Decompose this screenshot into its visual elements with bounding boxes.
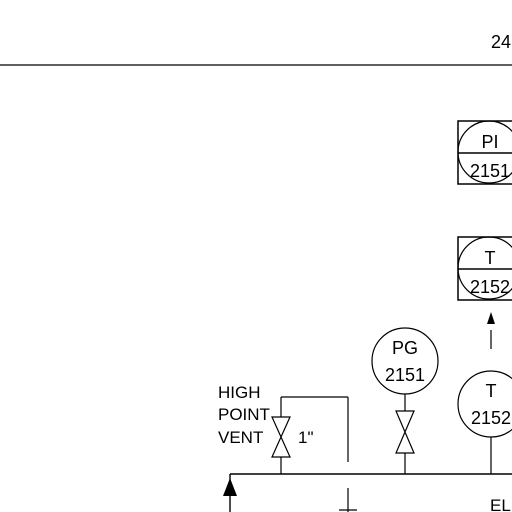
vent-label-line1: HIGH: [218, 383, 261, 402]
instrument-number: 2152: [471, 408, 511, 428]
vent-label-line2: POINT: [218, 405, 270, 424]
pg-gate-valve[interactable]: [395, 410, 415, 454]
instrument-tag: T: [486, 381, 497, 401]
valve-body: [395, 410, 415, 454]
instrument-pi-2151[interactable]: PI 2151: [457, 120, 512, 185]
instrument-te-2152[interactable]: T 2152: [457, 370, 512, 438]
signal-arrow-head: [487, 312, 495, 324]
sheet-number: 24: [491, 32, 511, 52]
instrument-bubble: [457, 120, 512, 184]
instrument-pg-2151[interactable]: PG 2151: [371, 327, 439, 395]
instrument-ti-2152[interactable]: T 2152: [457, 236, 512, 301]
vent-size-label: 1": [298, 428, 314, 447]
bottom-right-label: EL: [490, 496, 511, 512]
instrument-tag: T: [485, 248, 496, 268]
instrument-tag: PG: [392, 338, 418, 358]
vent-gate-valve[interactable]: [271, 416, 291, 458]
valve-body: [271, 416, 291, 458]
instrument-number: 2151: [470, 161, 510, 181]
vent-label-line3: VENT: [218, 428, 263, 447]
instrument-bubble: [457, 236, 512, 300]
flow-arrow: [223, 478, 237, 496]
instrument-tag: PI: [481, 132, 498, 152]
instrument-number: 2151: [385, 365, 425, 385]
instrument-number: 2152: [470, 277, 510, 297]
